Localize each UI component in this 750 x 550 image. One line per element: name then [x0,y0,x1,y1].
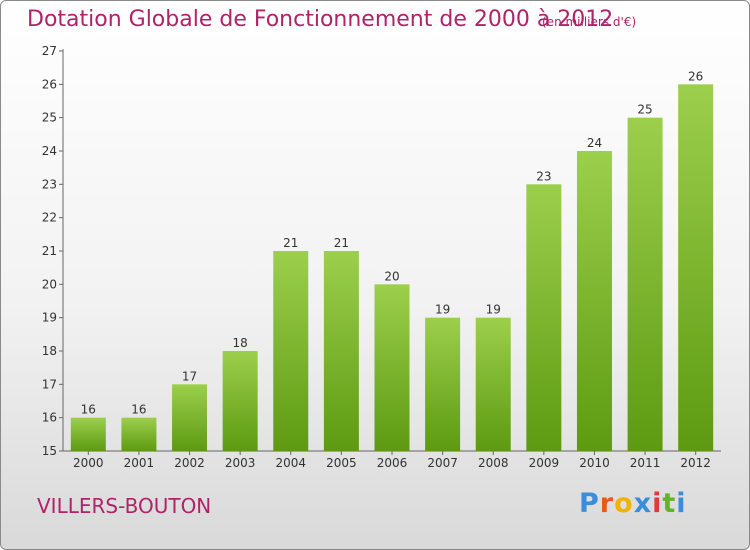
data-label: 24 [587,136,602,150]
bar-2006 [374,284,410,451]
bar-2001 [121,417,157,451]
x-tick-label: 2007 [427,456,458,470]
logo-letter: o [614,488,634,519]
axes: 15 16 17 18 19 20 21 22 23 24 25 26 27 2000 2001 2002 20… [42,44,721,470]
data-label: 16 [81,403,96,417]
y-tick-label: 21 [42,244,57,258]
x-tick-label: 2000 [73,456,104,470]
proxiti-logo: Proxiti [579,488,687,519]
y-tick-label: 19 [42,311,57,325]
x-tick-label: 2009 [529,456,560,470]
x-tick-label: 2003 [225,456,256,470]
x-tick-label: 2002 [174,456,205,470]
bar-2008 [475,317,511,451]
bar-2011 [627,117,663,452]
data-label: 16 [131,403,146,417]
bar-2005 [323,251,359,451]
x-tick-label: 2001 [124,456,155,470]
bar-2007 [425,317,461,451]
y-tick-label: 24 [42,144,57,158]
data-label: 23 [536,169,551,183]
bar-2002 [172,384,208,451]
data-label: 20 [384,269,399,283]
logo-letter: i [652,488,663,519]
bars [70,84,714,452]
logo-letter: P [579,488,600,519]
y-tick-label: 17 [42,377,57,391]
bar-2003 [222,351,258,451]
bar-2009 [526,184,562,452]
logo-letter: t [662,488,677,519]
data-label: 19 [486,303,501,317]
chart-title: Dotation Globale de Fonctionnement de 20… [27,7,614,32]
logo-letter: x [633,488,653,519]
data-label: 21 [334,236,349,250]
bar-2012 [678,84,714,451]
y-tick-label: 16 [42,411,57,425]
y-tick-label: 27 [42,44,57,58]
x-tick-label: 2006 [377,456,408,470]
data-label: 17 [182,369,197,383]
data-labels: 16 16 17 18 21 21 20 19 19 23 24 25 26 [81,69,704,416]
x-tick-label: 2011 [630,456,661,470]
x-tick-label: 2005 [326,456,357,470]
data-label: 18 [233,336,248,350]
y-tick-label: 26 [42,77,57,91]
bar-2004 [273,251,309,451]
bar-2000 [70,417,106,451]
chart-subtitle: (en milliers d'€) [542,15,637,29]
y-tick-label: 23 [42,177,57,191]
x-tick-label: 2010 [579,456,610,470]
logo-letter: r [599,488,615,519]
y-tick-label: 22 [42,211,57,225]
x-tick-label: 2004 [275,456,306,470]
logo-letter: i [676,488,687,519]
bar-2010 [576,151,612,451]
y-tick-label: 18 [42,344,57,358]
x-tick-label: 2012 [680,456,711,470]
data-label: 21 [283,236,298,250]
y-tick-label: 20 [42,277,57,291]
y-tick-label: 25 [42,111,57,125]
data-label: 19 [435,303,450,317]
x-tick-label: 2008 [478,456,509,470]
commune-name: VILLERS-BOUTON [37,494,212,518]
data-label: 26 [688,69,703,83]
y-tick-label: 15 [42,444,57,458]
data-label: 25 [637,103,652,117]
